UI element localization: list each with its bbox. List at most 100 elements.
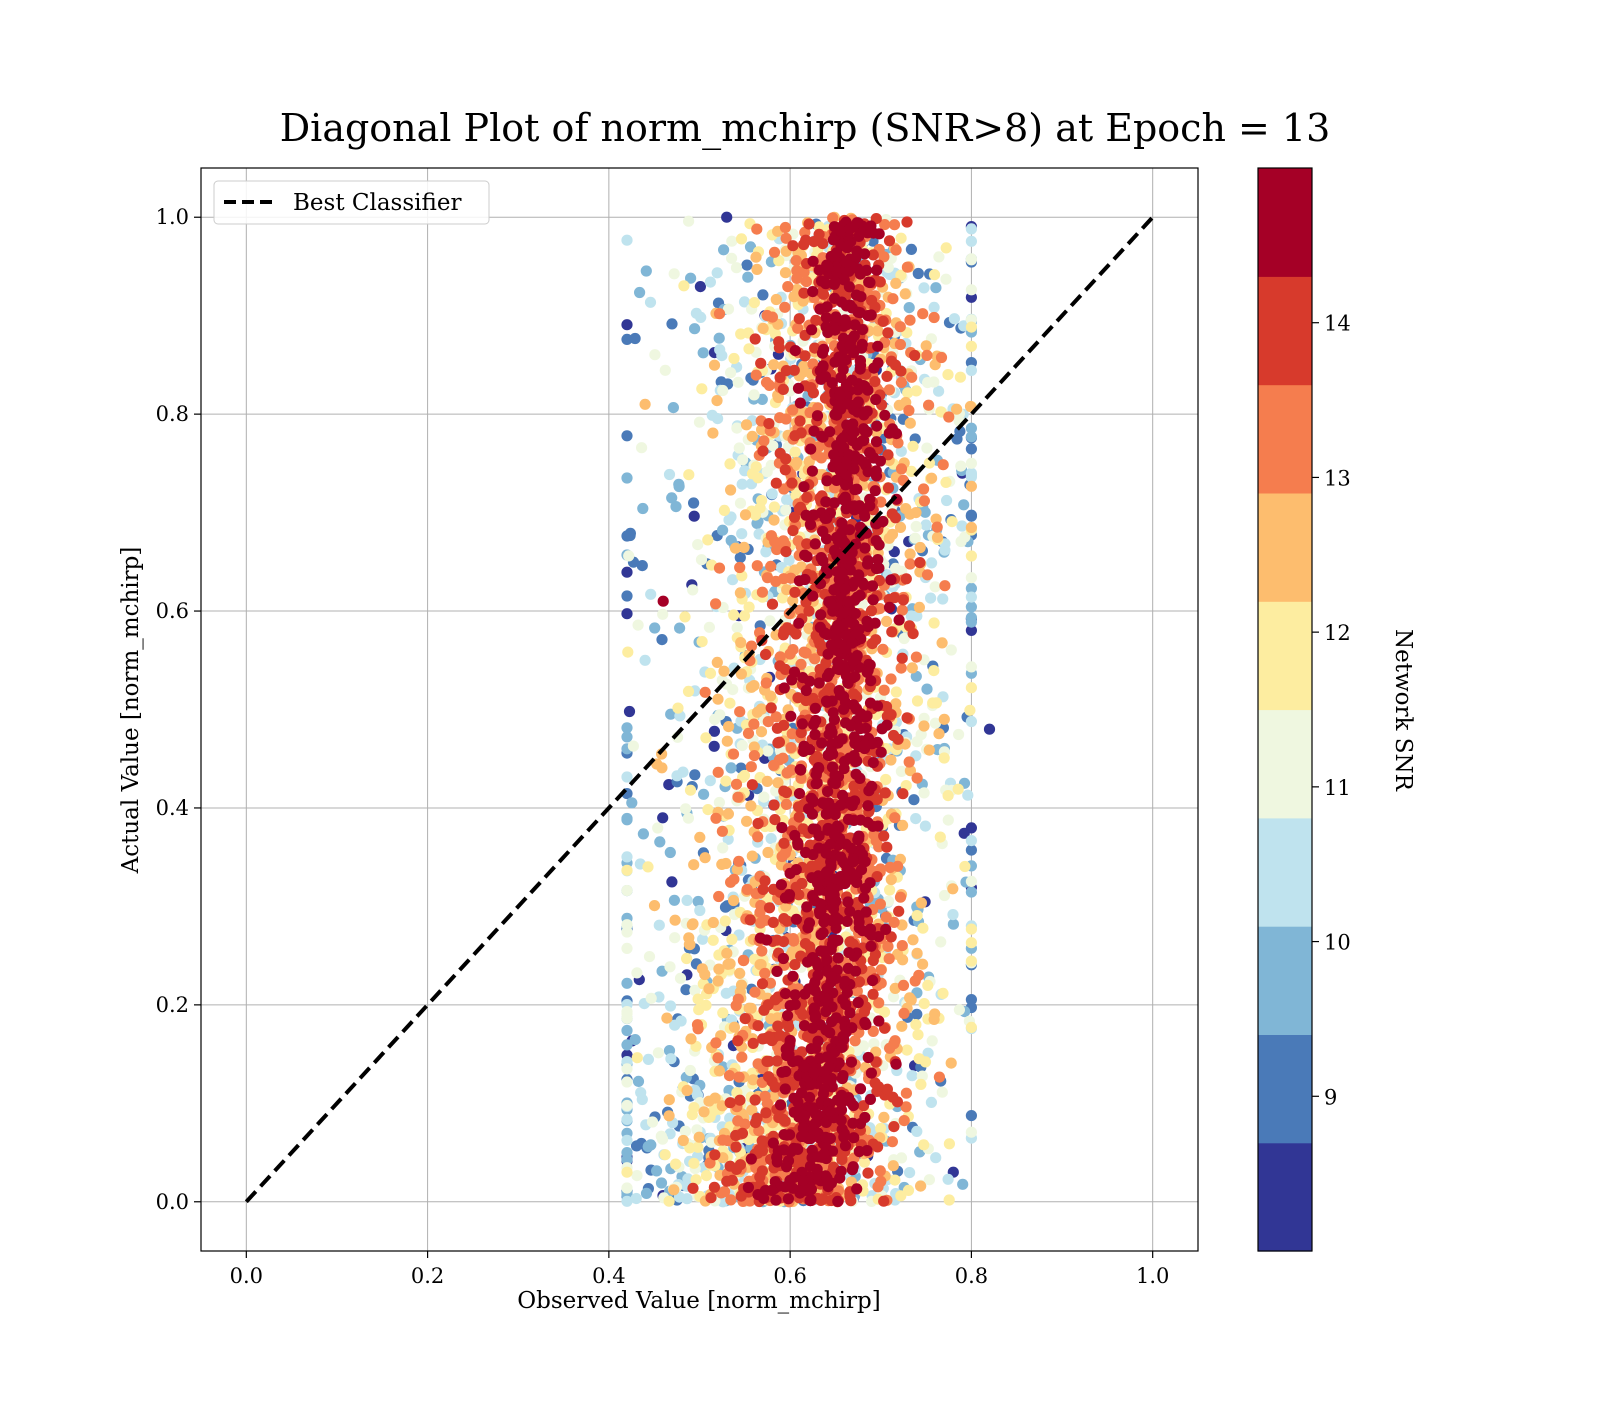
scatter-point (621, 722, 632, 733)
scatter-point (916, 897, 927, 908)
scatter-point (682, 895, 693, 906)
scatter-point (791, 273, 802, 284)
scatter-point (780, 222, 791, 233)
scatter-point (692, 1019, 703, 1030)
scatter-point (865, 877, 876, 888)
scatter-point (670, 1159, 681, 1170)
scatter-point (726, 236, 737, 247)
scatter-point (866, 781, 877, 792)
scatter-point (645, 297, 656, 308)
scatter-point (966, 550, 977, 561)
scatter-point (645, 589, 656, 600)
scatter-point (798, 239, 809, 250)
scatter-point (676, 1015, 687, 1026)
scatter-point (763, 1071, 774, 1082)
scatter-point (746, 1153, 757, 1164)
scatter-point (828, 234, 839, 245)
scatter-point (914, 557, 925, 568)
scatter-point (927, 697, 938, 708)
scatter-point (769, 799, 780, 810)
scatter-point (762, 776, 773, 787)
scatter-point (891, 244, 902, 255)
scatter-point (769, 501, 780, 512)
scatter-point (907, 441, 918, 452)
scatter-point (658, 596, 669, 607)
scatter-point (664, 1094, 675, 1105)
scatter-point (689, 323, 700, 334)
scatter-point (657, 812, 668, 823)
scatter-point (921, 340, 932, 351)
scatter-point (703, 983, 714, 994)
scatter-point (707, 428, 718, 439)
scatter-point (766, 702, 777, 713)
scatter-point (634, 287, 645, 298)
scatter-point (962, 790, 973, 801)
scatter-point (928, 665, 939, 676)
scatter-point (810, 703, 821, 714)
scatter-point (780, 267, 791, 278)
scatter-point (755, 917, 766, 928)
scatter-point (808, 387, 819, 398)
scatter-point (857, 324, 868, 335)
scatter-point (790, 999, 801, 1010)
scatter-point (966, 994, 977, 1005)
scatter-point (886, 626, 897, 637)
scatter-point (889, 1175, 900, 1186)
scatter-point (870, 634, 881, 645)
scatter-point (768, 1138, 779, 1149)
scatter-point (780, 464, 791, 475)
scatter-point (728, 749, 739, 760)
scatter-point (802, 551, 813, 562)
scatter-point (745, 914, 756, 925)
scatter-point (768, 760, 779, 771)
scatter-point (919, 998, 930, 1009)
scatter-point (966, 365, 977, 376)
scatter-point (756, 945, 767, 956)
scatter-point (748, 1038, 759, 1049)
scatter-point (732, 1115, 743, 1126)
scatter-point (884, 235, 895, 246)
scatter-point (901, 1088, 912, 1099)
scatter-point (734, 968, 745, 979)
scatter-point (631, 1170, 642, 1181)
scatter-point (880, 787, 891, 798)
scatter-point (694, 905, 705, 916)
scatter-point (724, 698, 735, 709)
scatter-point (812, 410, 823, 421)
scatter-point (966, 236, 977, 247)
scatter-point (918, 483, 929, 494)
scatter-point (680, 803, 691, 814)
scatter-point (630, 333, 641, 344)
scatter-point (871, 563, 882, 574)
scatter-point (883, 262, 894, 273)
scatter-point (731, 1000, 742, 1011)
scatter-point (628, 741, 639, 752)
scatter-point (729, 1022, 740, 1033)
scatter-point (750, 252, 761, 263)
scatter-point (924, 745, 935, 756)
scatter-point (735, 498, 746, 509)
scatter-point (966, 937, 977, 948)
scatter-point (745, 800, 756, 811)
scatter-point (718, 666, 729, 677)
scatter-point (966, 876, 977, 887)
scatter-point (770, 1081, 781, 1092)
scatter-point (680, 1126, 691, 1137)
scatter-point (874, 539, 885, 550)
scatter-point (885, 862, 896, 873)
scatter-point (890, 563, 901, 574)
scatter-point (879, 685, 890, 696)
scatter-point (734, 442, 745, 453)
scatter-point (887, 293, 898, 304)
scatter-point (643, 1054, 654, 1065)
scatter-point (647, 1116, 658, 1127)
scatter-point (884, 884, 895, 895)
scatter-point (769, 247, 780, 258)
scatter-point (698, 347, 709, 358)
scatter-point (621, 1135, 632, 1146)
scatter-point (746, 761, 757, 772)
scatter-point (890, 512, 901, 523)
scatter-point (933, 728, 944, 739)
scatter-point (820, 513, 831, 524)
scatter-point (720, 915, 731, 926)
